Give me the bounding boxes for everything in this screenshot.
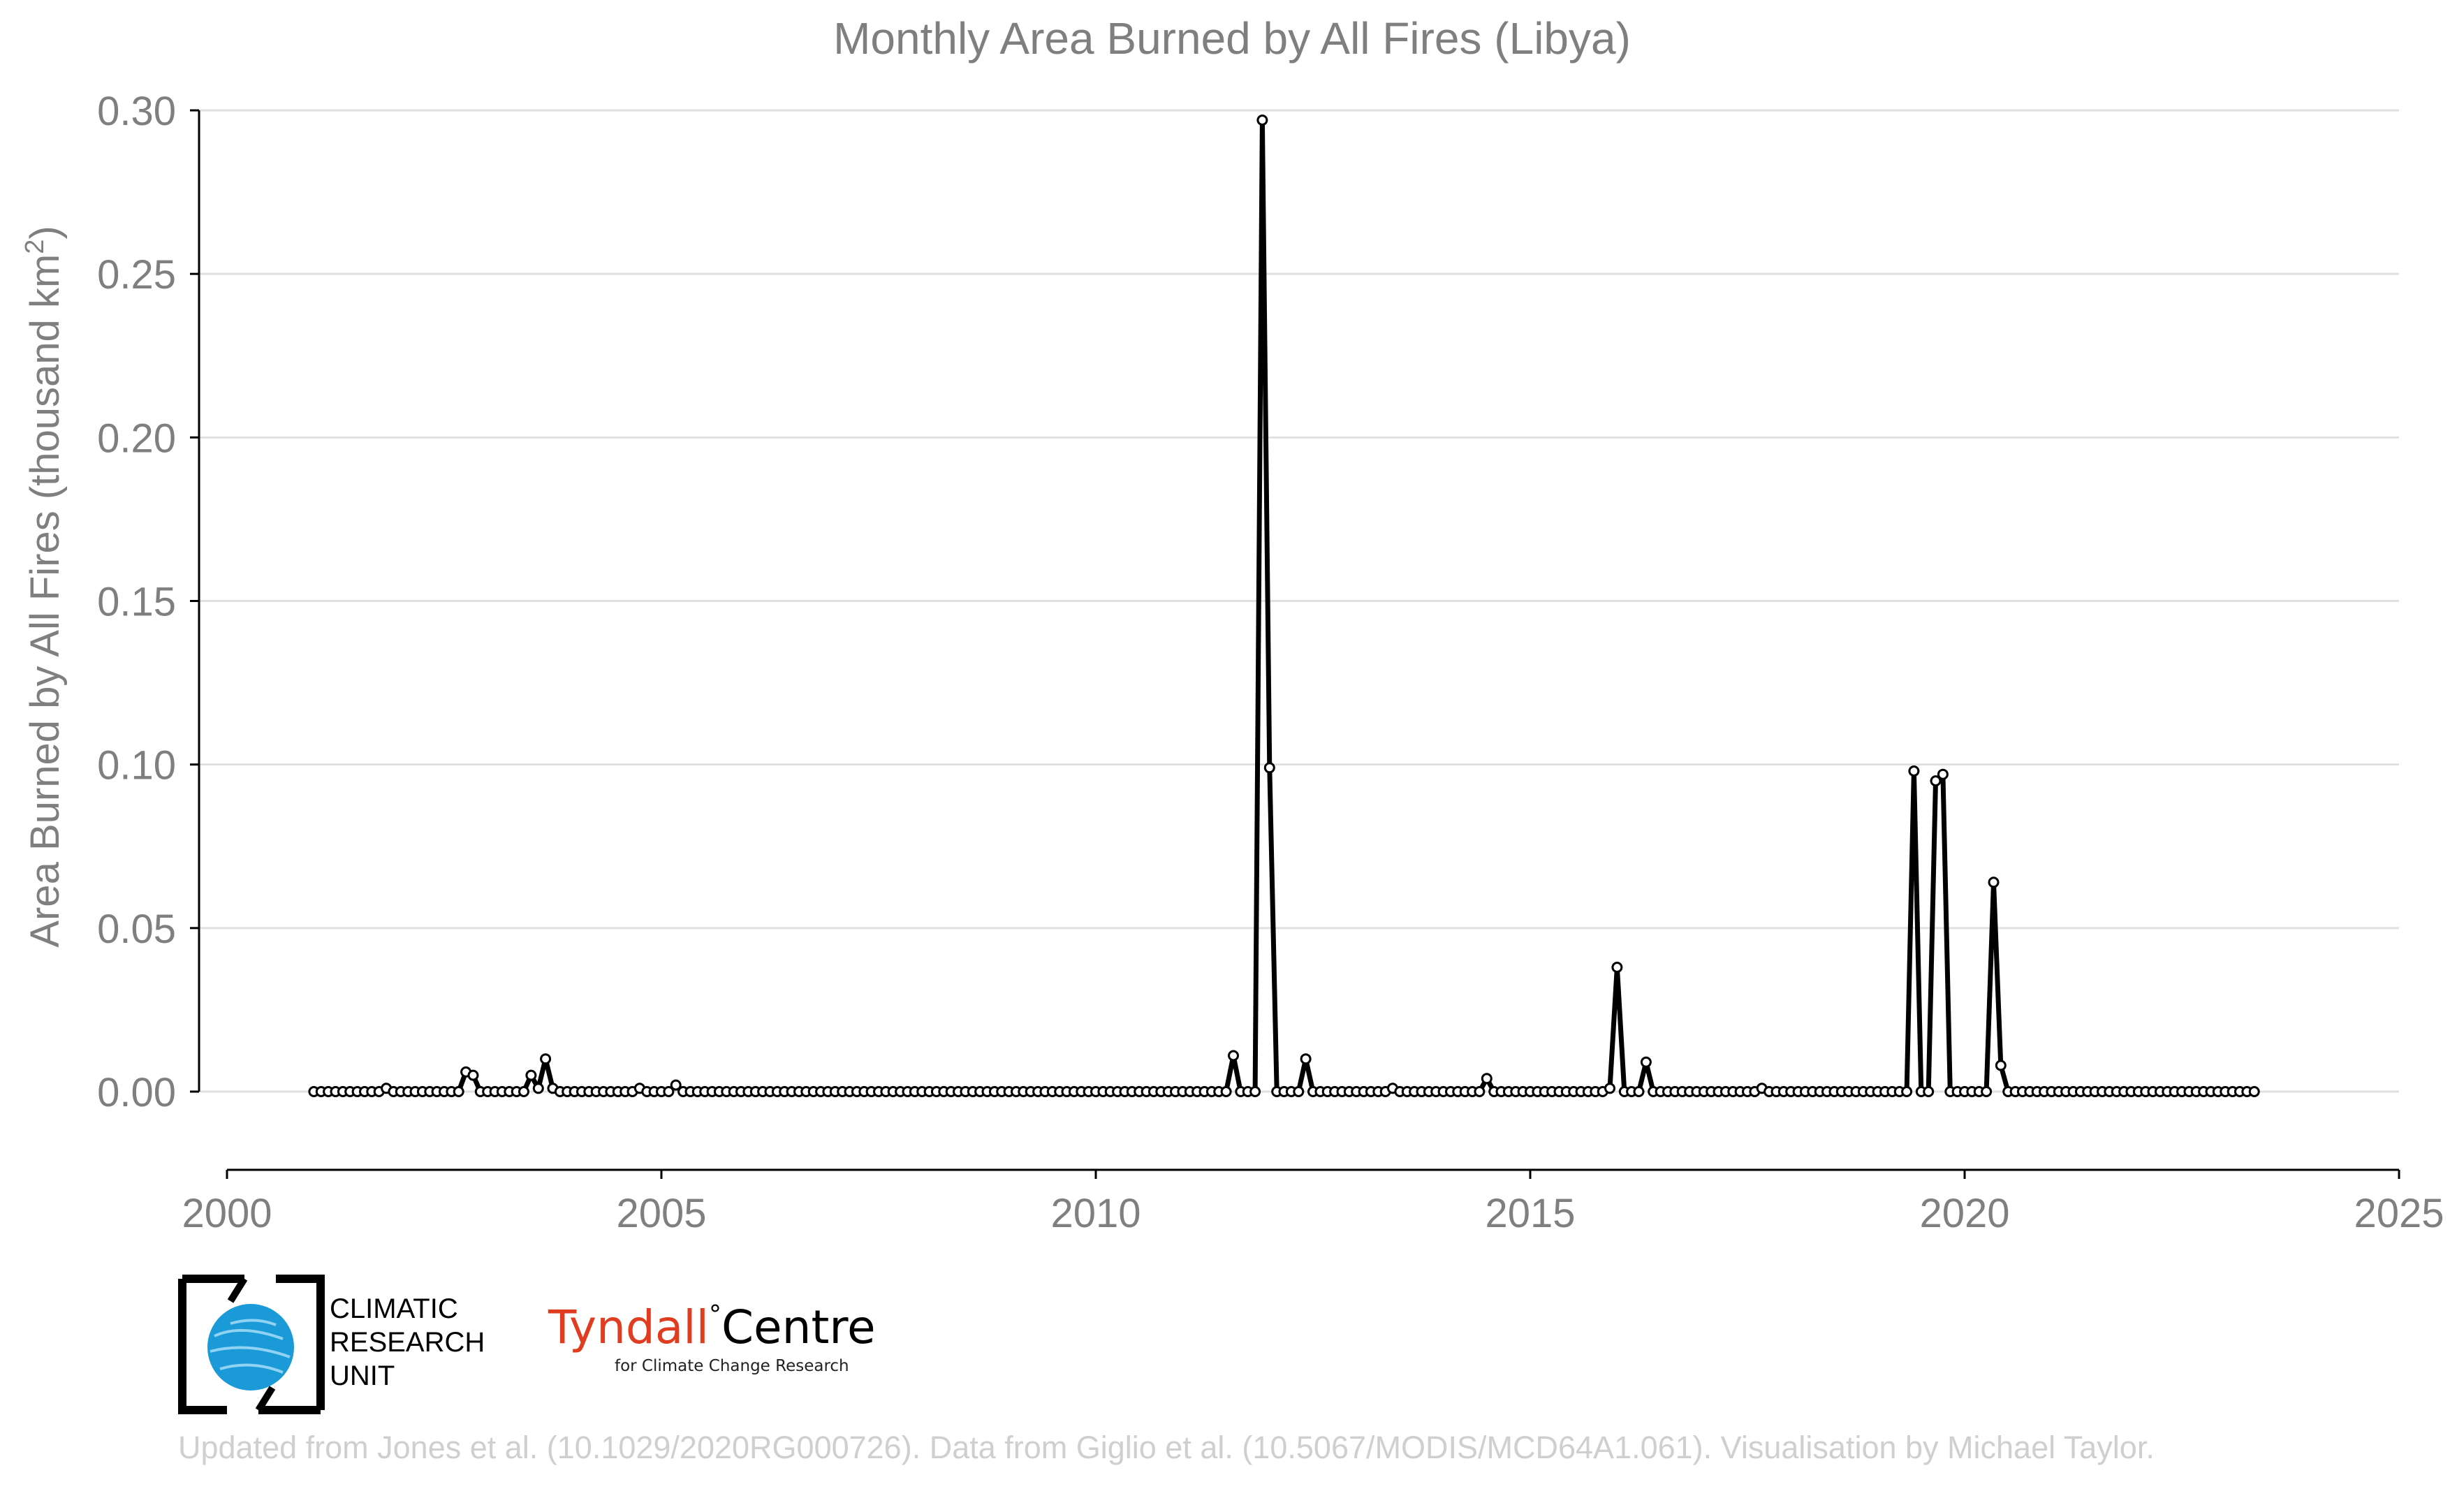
data-point xyxy=(453,1086,464,1097)
data-point xyxy=(1937,768,1949,780)
x-tick-label: 2025 xyxy=(2354,1191,2444,1236)
cru-logo-icon xyxy=(178,1275,325,1414)
data-point xyxy=(1474,1086,1486,1097)
series-line xyxy=(314,117,2254,1094)
y-tick-label: 0.10 xyxy=(97,743,176,788)
series-path xyxy=(314,117,2254,1094)
data-point xyxy=(467,1069,479,1081)
data-point xyxy=(1901,1086,1913,1097)
tyndall-logo: Tyndall°Centre xyxy=(548,1300,876,1354)
y-axis-label-sup: 2 xyxy=(20,240,50,254)
data-point xyxy=(1923,1086,1935,1097)
y-axis-label-main: Area Burned by All Fires (thousand km xyxy=(22,254,68,948)
data-point xyxy=(1249,1086,1261,1097)
data-point xyxy=(525,1069,537,1081)
x-tick-label: 2015 xyxy=(1485,1191,1575,1236)
x-tick-label: 2020 xyxy=(1919,1191,2009,1236)
data-point xyxy=(1481,1073,1493,1085)
x-tick-label: 2000 xyxy=(182,1191,272,1236)
credit-text: Updated from Jones et al. (10.1029/2020R… xyxy=(178,1430,2155,1465)
y-tick-label: 0.05 xyxy=(97,907,176,952)
data-point xyxy=(1604,1083,1615,1094)
y-axis-label: Area Burned by All Fires (thousand km2) xyxy=(20,226,68,947)
cru-line-2: RESEARCH xyxy=(330,1327,485,1358)
tyndall-centre: Centre xyxy=(721,1300,876,1354)
data-point xyxy=(1293,1086,1305,1097)
data-point xyxy=(1228,1050,1239,1062)
data-point xyxy=(1995,1059,2007,1071)
tyndall-name: Tyndall xyxy=(548,1300,709,1354)
data-point xyxy=(518,1086,529,1097)
y-tick-label: 0.00 xyxy=(97,1070,176,1115)
x-tick-label: 2005 xyxy=(616,1191,706,1236)
data-point xyxy=(1633,1086,1645,1097)
data-point xyxy=(1988,876,2000,888)
axes xyxy=(190,109,2400,1179)
data-point xyxy=(1930,775,1942,787)
y-tick-labels: 0.00 0.05 0.10 0.15 0.20 0.25 0.30 xyxy=(97,89,176,1115)
data-point xyxy=(663,1086,675,1097)
y-tick-label: 0.15 xyxy=(97,580,176,625)
cru-line-3: UNIT xyxy=(330,1360,395,1391)
y-tick-label: 0.30 xyxy=(97,89,176,134)
data-point xyxy=(540,1053,552,1065)
data-point xyxy=(1640,1056,1652,1068)
tyndall-degree: ° xyxy=(708,1300,721,1329)
data-point xyxy=(1611,962,1623,973)
data-point xyxy=(1263,762,1275,774)
cru-logo-text: CLIMATIC RESEARCH UNIT xyxy=(330,1292,485,1393)
y-tick-label: 0.20 xyxy=(97,416,176,461)
data-point xyxy=(2248,1086,2260,1097)
data-point xyxy=(1300,1053,1312,1065)
gridlines xyxy=(197,109,2399,1093)
x-tick-label: 2010 xyxy=(1050,1191,1141,1236)
x-tick-labels: 2000 2005 2010 2015 2020 2025 xyxy=(182,1191,2444,1236)
y-tick-label: 0.25 xyxy=(97,252,176,298)
cru-line-1: CLIMATIC xyxy=(330,1293,458,1324)
data-point xyxy=(1220,1086,1232,1097)
chart-title: Monthly Area Burned by All Fires (Libya) xyxy=(833,13,1631,64)
data-point xyxy=(670,1079,682,1091)
data-point xyxy=(1908,765,1920,777)
data-point xyxy=(1981,1086,1993,1097)
data-point xyxy=(532,1083,544,1094)
tyndall-subtitle: for Climate Change Research xyxy=(615,1357,849,1375)
series-markers xyxy=(308,115,2260,1097)
y-axis-label-end: ) xyxy=(22,226,68,239)
data-point xyxy=(1256,115,1268,126)
